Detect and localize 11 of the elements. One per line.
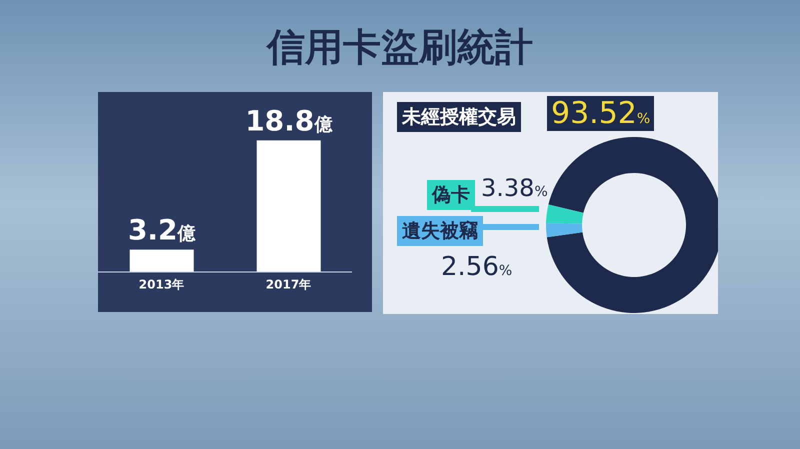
x-tick-label: 2017年 xyxy=(266,278,312,292)
x-tick-label: 2013年 xyxy=(138,278,184,292)
data-label: 3.38% xyxy=(481,174,548,202)
data-label: 3.2億 xyxy=(128,214,197,247)
slice-label: 未經授權交易 xyxy=(402,106,516,128)
data-label: 93.52% xyxy=(551,96,650,131)
data-label: 2.56% xyxy=(441,252,512,282)
legend-label: 遺失被竊 xyxy=(402,220,478,242)
chart-title: 信用卡盜刷統計 xyxy=(265,24,534,71)
data-label: 18.8億 xyxy=(245,104,334,138)
slice-label: 偽卡 xyxy=(432,184,470,206)
